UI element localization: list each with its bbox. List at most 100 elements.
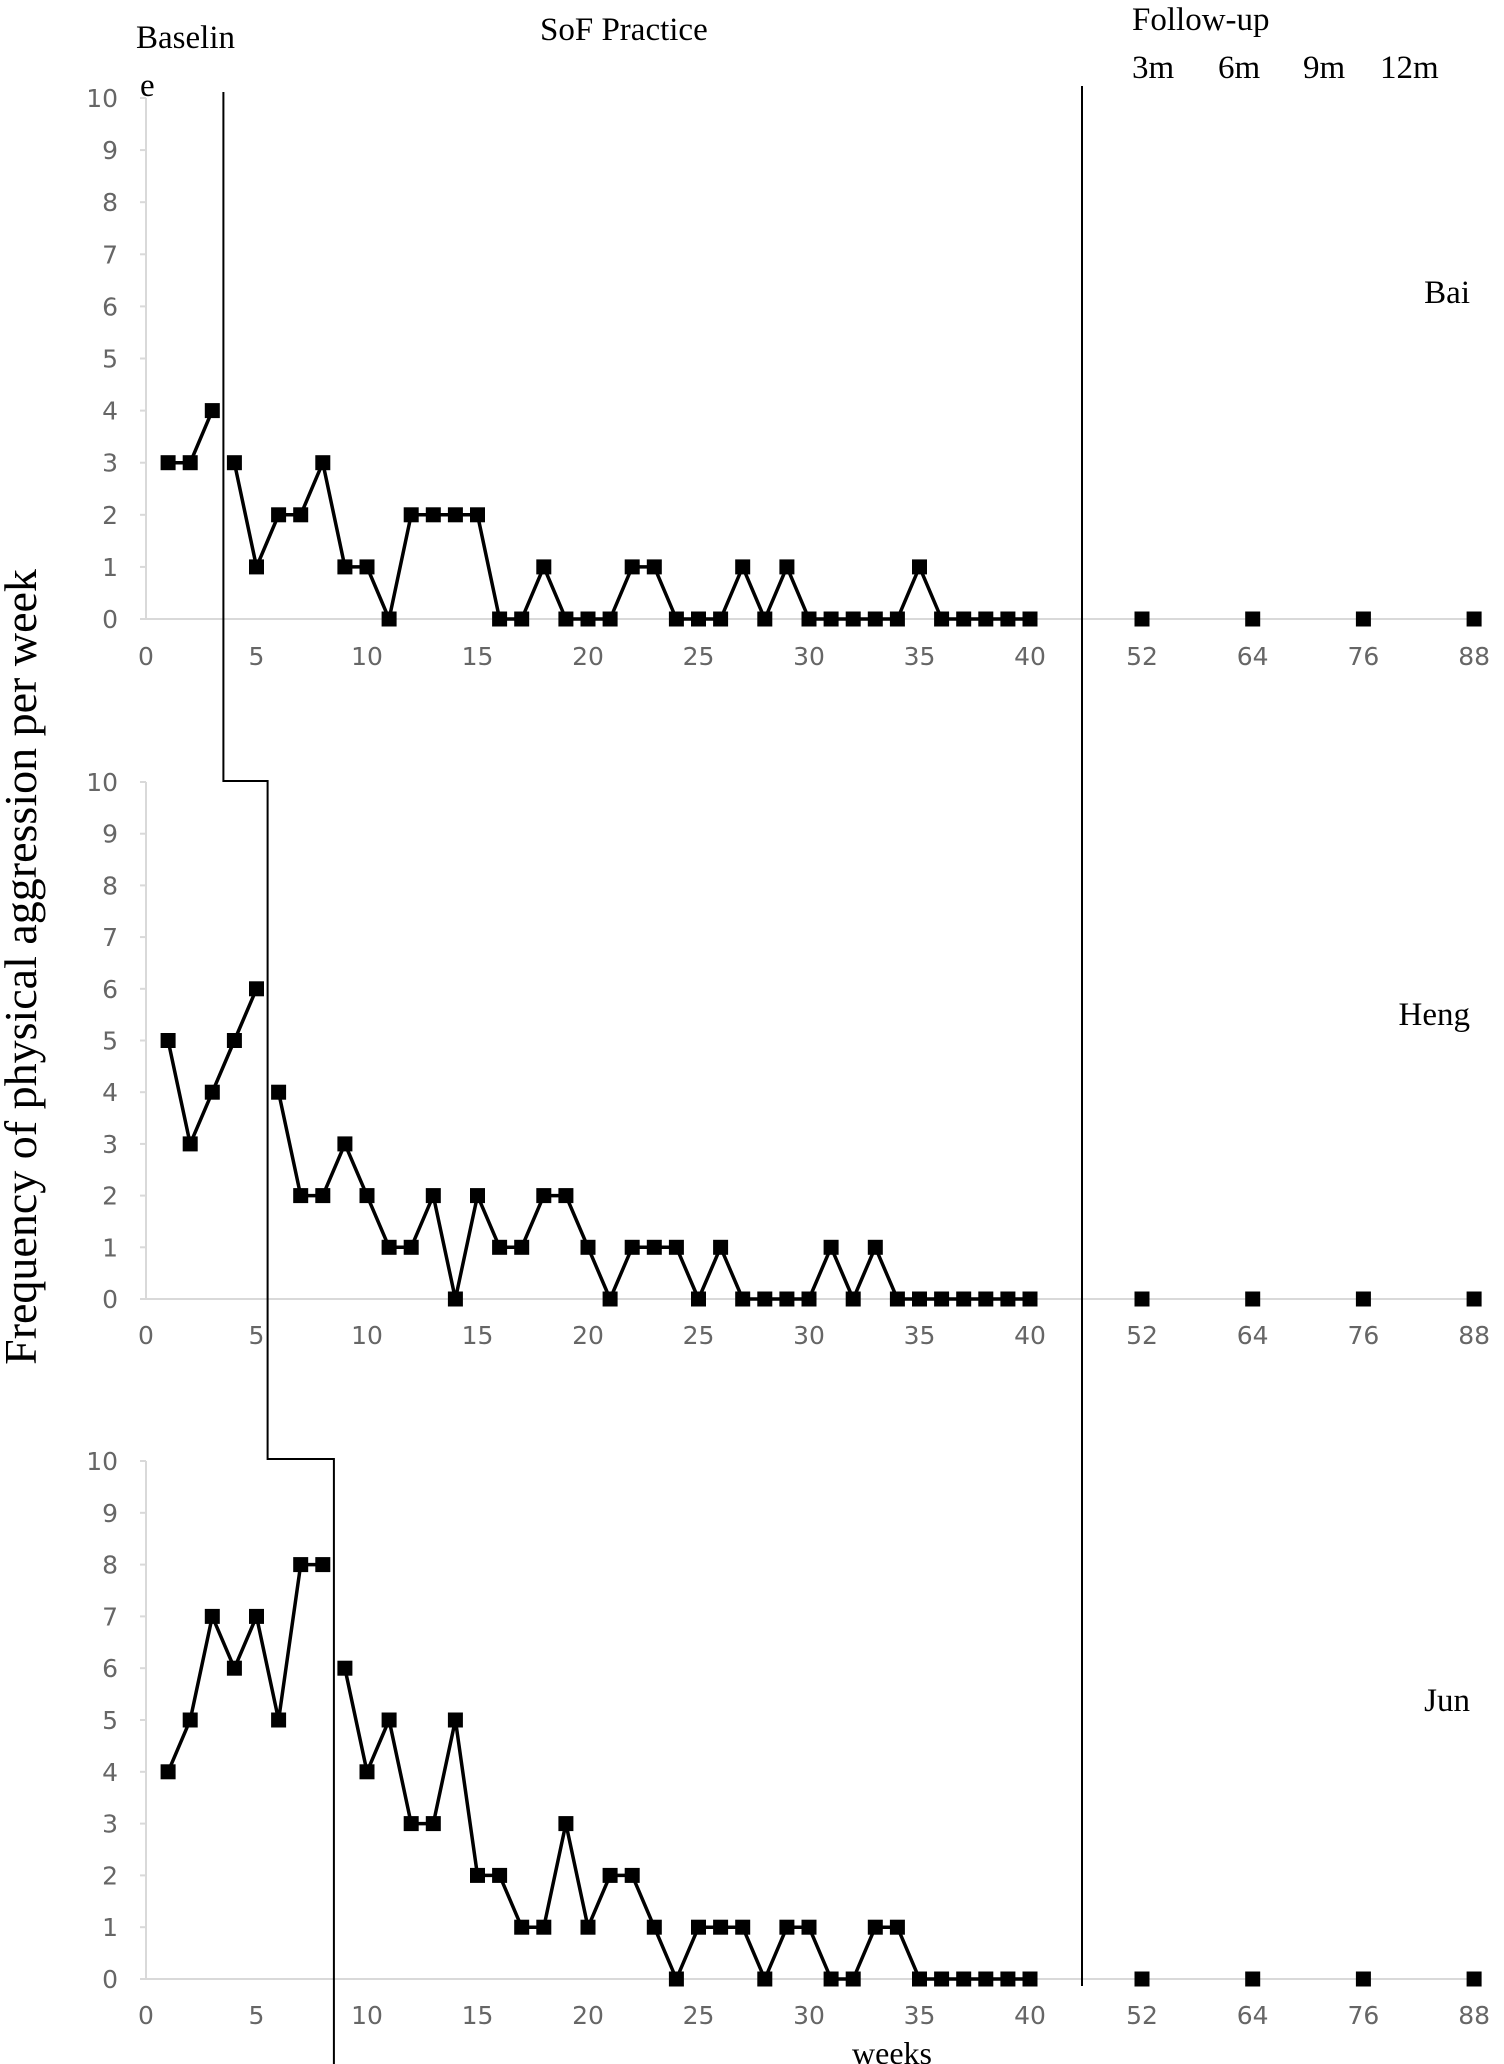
phase-label-followup: Follow-up: [1132, 2, 1270, 38]
data-point: [160, 1764, 176, 1780]
data-point: [801, 1291, 817, 1307]
data-point: [845, 1971, 861, 1987]
data-point: [1355, 1971, 1371, 1987]
data-point: [757, 1971, 773, 1987]
data-point: [425, 1188, 441, 1204]
y-tick-label: 1: [102, 1233, 118, 1262]
baseline-line-jun: [166, 1562, 323, 1773]
data-point: [1245, 1971, 1261, 1987]
data-point: [646, 559, 662, 575]
data-point: [182, 1136, 198, 1152]
data-point: [956, 611, 972, 627]
data-point: [912, 1971, 927, 1987]
data-point: [249, 1608, 264, 1624]
y-tick-label: 7: [102, 923, 118, 952]
data-point: [978, 1971, 994, 1987]
data-point: [271, 1084, 287, 1100]
data-point: [889, 1919, 905, 1935]
data-point: [912, 1291, 927, 1307]
data-point: [337, 559, 353, 575]
data-point: [558, 1188, 574, 1204]
data-point: [1000, 1971, 1016, 1987]
data-point: [1245, 1291, 1261, 1307]
y-tick-label: 1: [102, 553, 118, 582]
data-point: [779, 1291, 795, 1307]
x-tick-label: 35: [904, 2001, 936, 2030]
data-point: [447, 1712, 463, 1728]
y-tick-label: 5: [102, 1706, 118, 1735]
y-tick-label: 6: [102, 1654, 118, 1683]
data-point: [1466, 1971, 1482, 1987]
data-point: [668, 1239, 684, 1255]
y-tick-label: 3: [102, 1810, 118, 1839]
data-point: [889, 611, 905, 627]
y-tick-label: 8: [102, 871, 118, 900]
x-tick-label: 10: [351, 1321, 383, 1350]
data-point: [624, 1867, 640, 1883]
data-point: [1000, 1291, 1016, 1307]
y-tick-label: 7: [102, 240, 118, 269]
y-tick-label: 3: [102, 1130, 118, 1159]
x-tick-label: 88: [1458, 642, 1490, 671]
data-point: [425, 1816, 441, 1832]
data-point: [558, 611, 574, 627]
x-tick-label: 88: [1458, 1321, 1490, 1350]
x-tick-label: 52: [1126, 2001, 1158, 2030]
data-point: [1134, 611, 1150, 627]
data-point: [293, 1557, 309, 1573]
y-tick-label: 6: [102, 975, 118, 1004]
data-point: [691, 1919, 706, 1935]
data-point: [845, 1291, 861, 1307]
data-point: [514, 1919, 530, 1935]
data-point: [1022, 611, 1038, 627]
data-point: [867, 1239, 883, 1255]
x-tick-label: 30: [793, 2001, 825, 2030]
x-tick-label: 20: [572, 1321, 604, 1350]
data-point: [182, 1712, 198, 1728]
data-point: [271, 1712, 287, 1728]
data-point: [226, 1033, 242, 1048]
x-tick-label: 30: [793, 642, 825, 671]
x-tick-label: 25: [683, 642, 715, 671]
data-point: [403, 507, 419, 523]
data-point: [823, 1971, 839, 1987]
data-point: [249, 559, 264, 575]
data-point: [381, 1712, 397, 1728]
y-tick-label: 4: [102, 1758, 118, 1787]
data-point: [801, 611, 817, 627]
x-tick-label: 88: [1458, 2001, 1490, 2030]
data-point: [226, 1660, 242, 1676]
data-point: [315, 455, 331, 471]
data-point: [757, 611, 773, 627]
data-point: [602, 1291, 618, 1307]
treatment-line-bai: [232, 460, 1030, 621]
y-tick-label: 0: [102, 1965, 118, 1994]
data-point: [956, 1291, 972, 1307]
x-tick-label: 5: [249, 2001, 265, 2030]
panel-jun: 0 1 2 3 4 5 6 7 8 9 10 0 5 10 15 20 25 30 35 40 52 64 76 88 Jun: [86, 1447, 1490, 2030]
data-point: [249, 981, 264, 997]
data-point: [1022, 1291, 1038, 1307]
data-point: [668, 611, 684, 627]
y-tick-label: 6: [102, 292, 118, 321]
data-point: [470, 1188, 485, 1204]
data-point: [978, 1291, 994, 1307]
followup-month-label: 6m: [1218, 50, 1261, 86]
y-tick-label: 9: [102, 136, 118, 165]
data-point: [912, 559, 927, 575]
data-point: [668, 1971, 684, 1987]
panel-bai: 0 1 2 3 4 5 6 7 8 9 10 0 5 10 15 20 25 30 35 40 52 64 76 88 Bai: [86, 84, 1490, 671]
data-point: [646, 1919, 662, 1935]
followup-month-label: 12m: [1380, 50, 1439, 86]
x-tick-label: 0: [138, 642, 154, 671]
data-point: [182, 455, 198, 471]
x-tick-label: 64: [1237, 2001, 1269, 2030]
x-tick-label: 35: [904, 642, 936, 671]
panel-heng: 0 1 2 3 4 5 6 7 8 9 10 0 5 10 15 20 25 30 35 40 52 64 76 88 Heng: [86, 768, 1490, 1350]
data-point: [1022, 1971, 1038, 1987]
data-point: [713, 611, 729, 627]
data-point: [293, 507, 309, 523]
baseline-phase-change-line: [222, 92, 335, 2064]
x-tick-label: 64: [1237, 642, 1269, 671]
